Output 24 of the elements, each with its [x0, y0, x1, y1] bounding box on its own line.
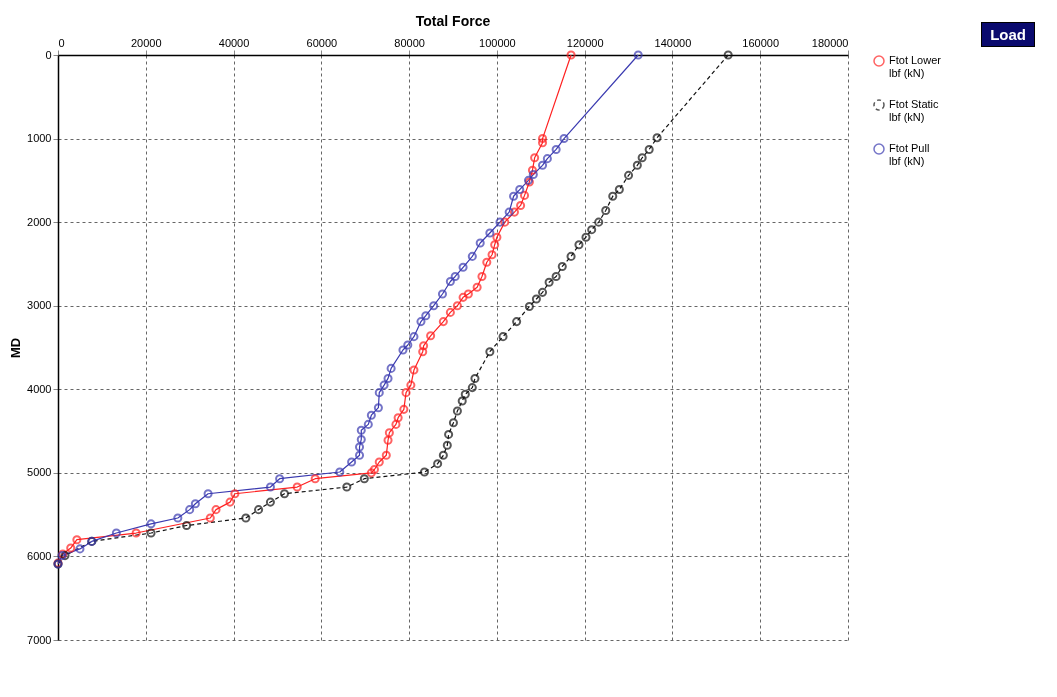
- y-tick-label: 5000: [27, 466, 52, 479]
- y-axis-title: MD: [8, 337, 24, 359]
- x-tick-label: 60000: [306, 36, 338, 49]
- legend-label: Ftot Pull lbf (kN): [889, 142, 930, 167]
- text: Load: [981, 22, 1035, 47]
- x-tick-label: 0: [58, 36, 65, 49]
- x-tick-label: 140000: [654, 36, 692, 49]
- y-tick-label: 3000: [27, 299, 52, 312]
- y-tick-label: 1000: [27, 132, 52, 145]
- chart-title: Total Force: [415, 13, 491, 29]
- x-tick-label: 80000: [394, 36, 425, 49]
- legend-label: Ftot Lower lbf (kN): [889, 54, 942, 79]
- legend-label: Ftot Static lbf (kN): [889, 98, 940, 123]
- x-tick-label: 180000: [811, 36, 849, 49]
- y-tick-label: 2000: [27, 215, 52, 228]
- y-tick-label: 7000: [27, 633, 52, 646]
- x-tick-label: 100000: [479, 36, 516, 49]
- x-tick-label: 160000: [742, 36, 780, 49]
- x-tick-label: 20000: [130, 36, 162, 49]
- x-tick-label: 120000: [566, 36, 604, 49]
- x-tick-label: 40000: [218, 36, 250, 49]
- y-tick-label: 4000: [27, 382, 52, 395]
- y-tick-label: 6000: [27, 549, 52, 562]
- y-tick-label: 0: [45, 48, 52, 61]
